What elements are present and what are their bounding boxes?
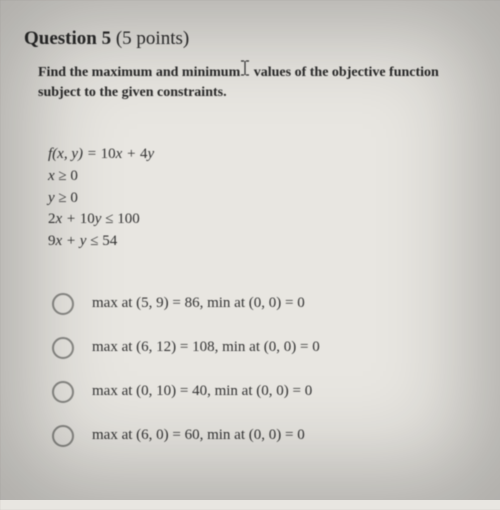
question-points: (5 points) [111,28,189,49]
constraint-4: 9x + y ≤ 54 [48,231,488,253]
constraint-2: y ≥ 0 [48,188,488,210]
text-cursor-icon [240,60,250,83]
prompt-text-2: values of the objective function [250,65,439,80]
objective-function: f(x, y) = 10x + 4y [48,144,488,166]
constraint-3: 2x + 10y ≤ 100 [48,209,488,231]
constraints-block: f(x, y) = 10x + 4y x ≥ 0 y ≥ 0 2x + 10y … [48,144,488,253]
question-page: Question 5 (5 points) Find the maximum a… [0,0,500,510]
constraint-1: x ≥ 0 [48,166,488,188]
radio-icon[interactable] [52,425,74,447]
option-text: max at (6, 12) = 108, min at (0, 0) = 0 [92,339,320,356]
prompt-text-3: subject to the given constraints. [38,85,227,100]
option-text: max at (0, 10) = 40, min at (0, 0) = 0 [92,383,312,400]
option-d[interactable]: max at (6, 0) = 60, min at (0, 0) = 0 [52,425,488,447]
radio-icon[interactable] [52,381,74,403]
question-title: Question 5 (5 points) [24,28,488,50]
question-prompt: Find the maximum and minimum values of t… [24,60,488,102]
option-c[interactable]: max at (0, 10) = 40, min at (0, 0) = 0 [52,381,488,403]
radio-icon[interactable] [52,337,74,359]
question-number: Question 5 [24,28,111,49]
radio-icon[interactable] [52,293,74,315]
option-b[interactable]: max at (6, 12) = 108, min at (0, 0) = 0 [52,337,488,359]
option-text: max at (6, 0) = 60, min at (0, 0) = 0 [92,427,305,444]
option-a[interactable]: max at (5, 9) = 86, min at (0, 0) = 0 [52,293,488,315]
answer-options: max at (5, 9) = 86, min at (0, 0) = 0 ma… [52,293,488,447]
option-text: max at (5, 9) = 86, min at (0, 0) = 0 [92,295,305,312]
prompt-text-1: Find the maximum and minimum [38,65,240,80]
